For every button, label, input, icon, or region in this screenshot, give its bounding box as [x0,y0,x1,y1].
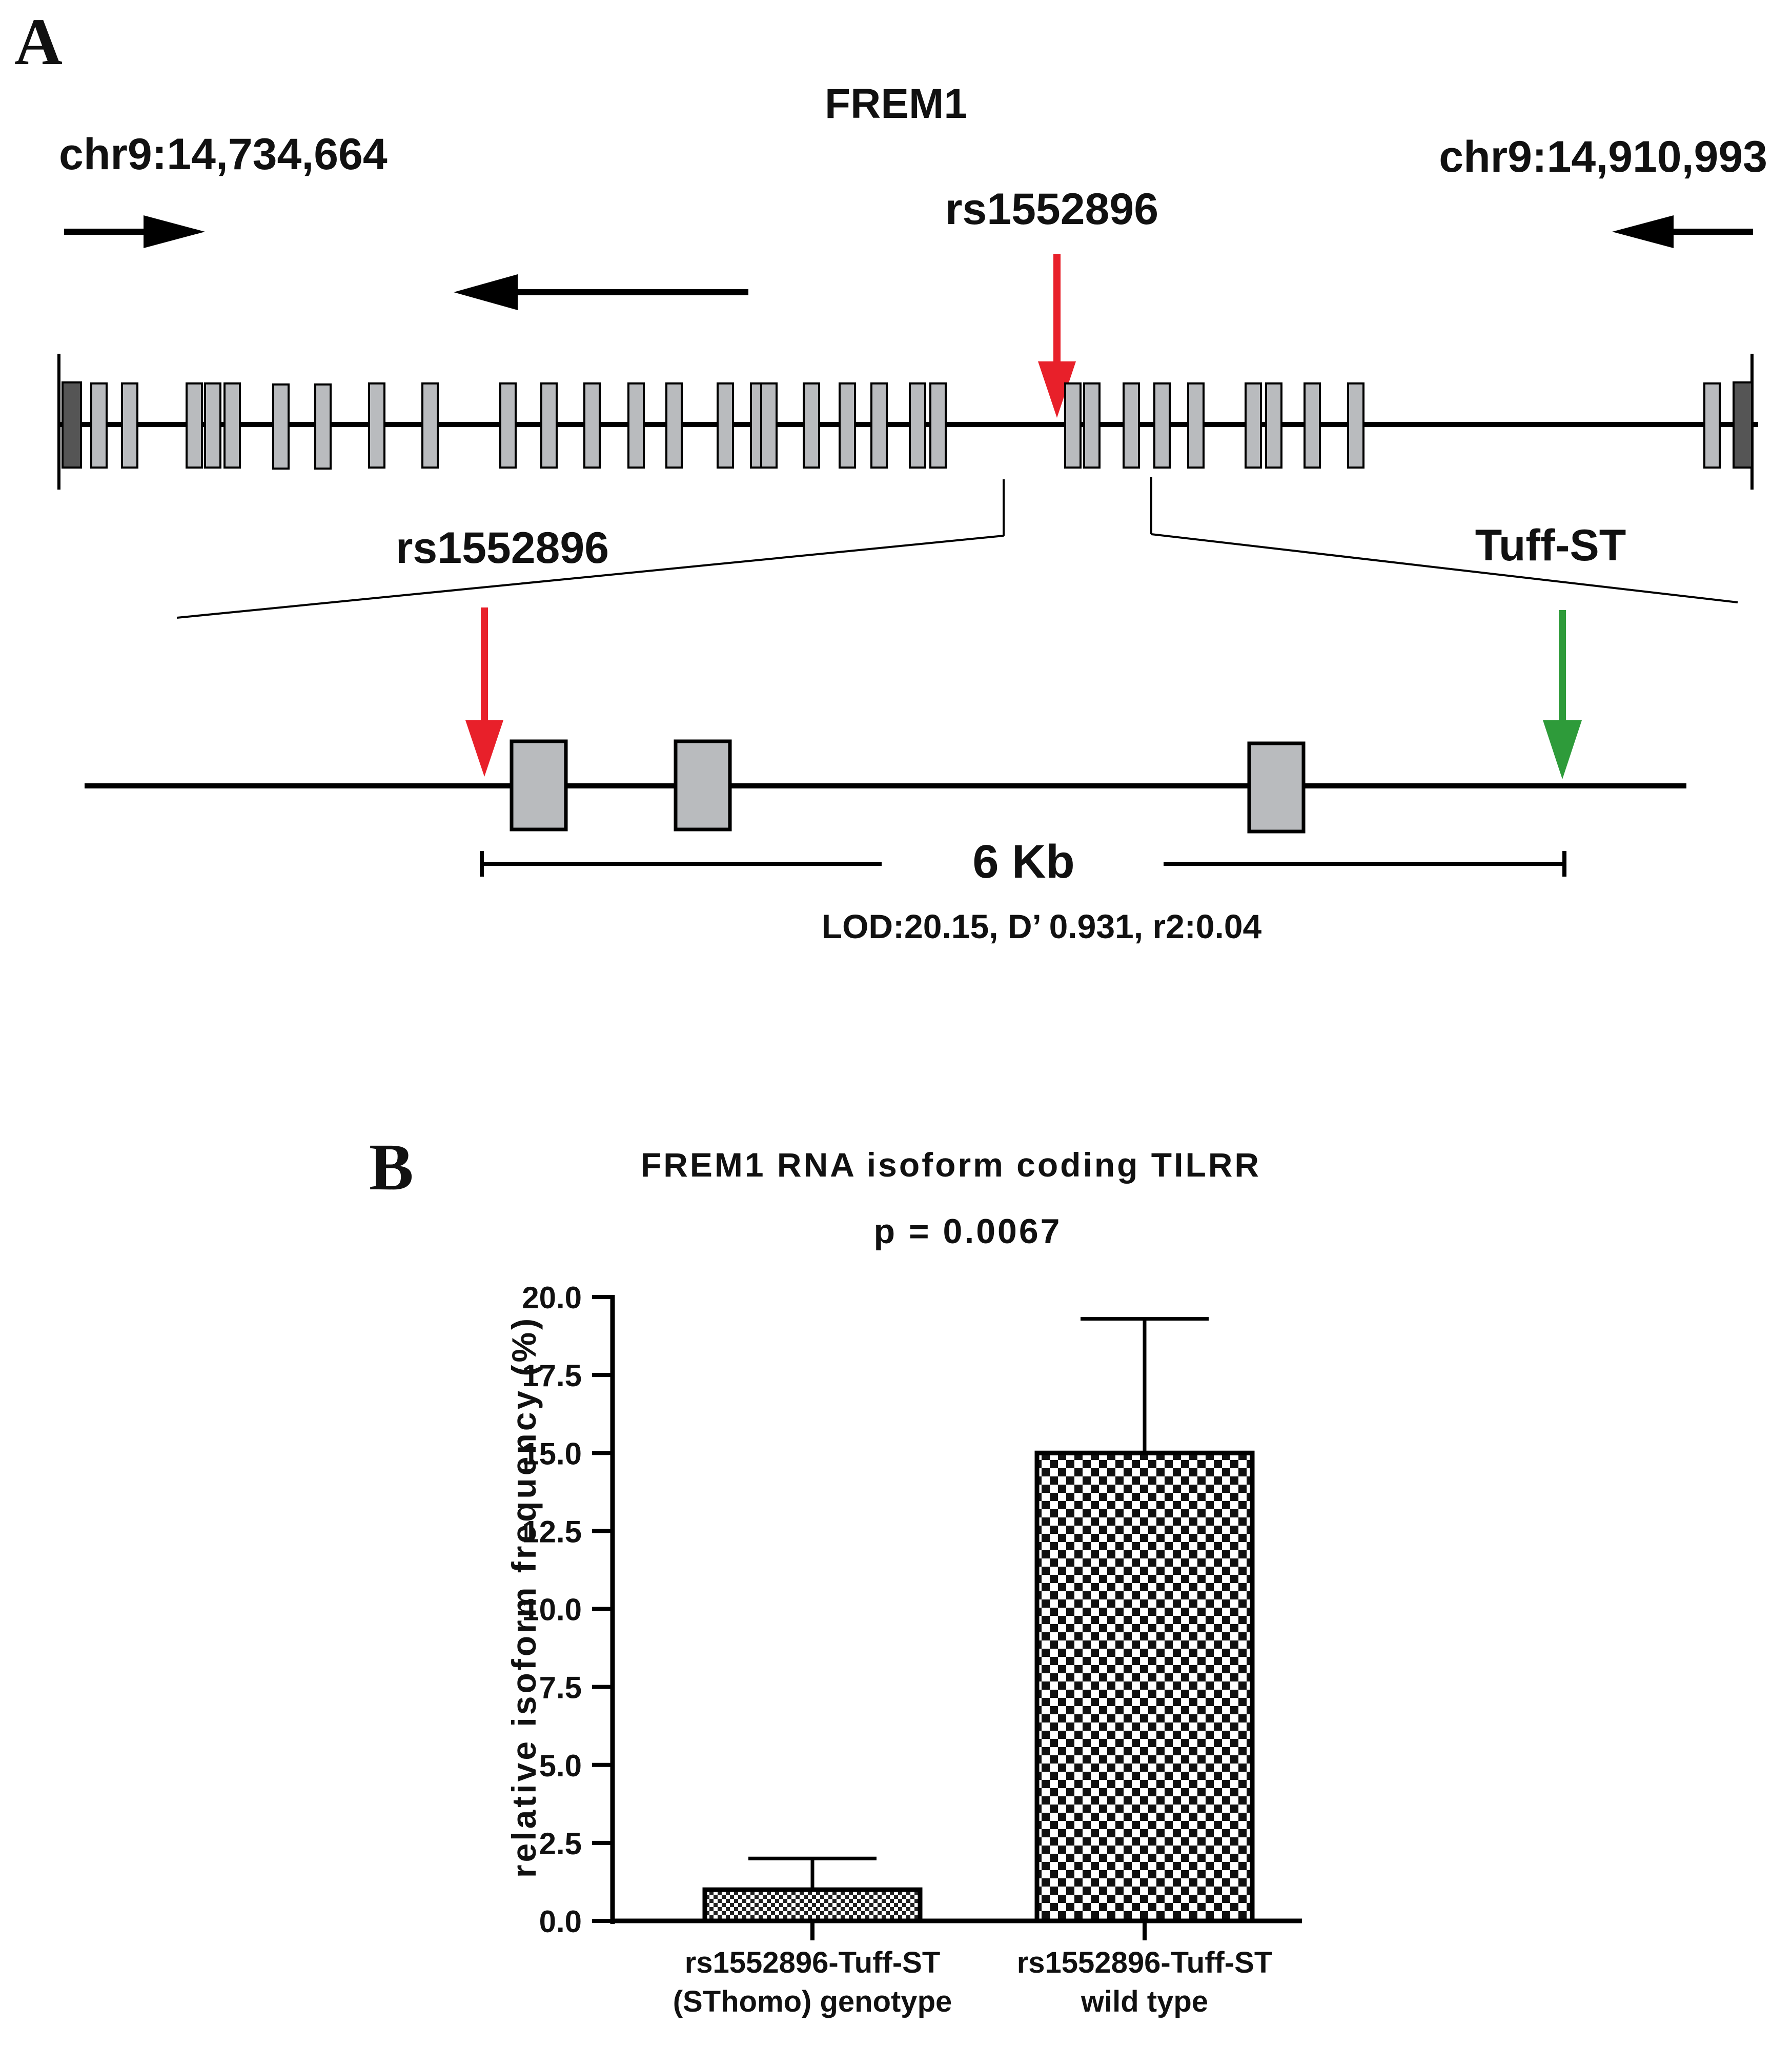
exon [627,382,645,469]
arrow-right-icon [64,215,205,248]
exon [760,382,778,469]
coord-right-label: chr9:14,910,993 [1439,132,1767,181]
snp-zoom-arrow-icon [465,607,503,777]
y-tick-label: 0.0 [539,1904,582,1939]
bar-chart: 0.0 2.5 5.0 7.5 10.0 12.5 15.0 17.5 20.0 rs155289… [522,1281,1302,2018]
zoom-exon [674,739,732,832]
y-tick-label: 2.5 [539,1827,582,1861]
utr-exon [1733,381,1753,469]
exon [204,382,221,469]
snp-zoom-label: rs1552896 [396,523,609,573]
x-tick-label: wild type [1081,1985,1208,2018]
exon [665,382,683,469]
y-tick-label: 15.0 [522,1436,582,1471]
exon [1153,382,1171,469]
chart-title: FREM1 RNA isoform coding TILRR [641,1146,1261,1184]
y-tick-label: 10.0 [522,1593,582,1627]
exon [1064,382,1082,469]
exon [839,382,856,469]
panel-a: A FREM1 chr9:14,734,664 chr9:14,910,993 … [14,5,1767,945]
y-tick-label: 17.5 [522,1359,582,1393]
gene-title: FREM1 [825,80,967,127]
x-tick-label: rs1552896-Tuff-ST [685,1946,941,1979]
arrow-left-icon [454,274,748,310]
scale-label: 6 Kb [972,836,1074,888]
zoom-connector-right-diag [1151,533,1738,603]
y-tick-label: 5.0 [539,1749,582,1783]
tuff-label: Tuff-ST [1475,521,1626,570]
exon [803,382,820,469]
exon [121,382,138,469]
exon [1123,382,1140,469]
arrow-left-small-icon [1612,215,1753,248]
exon [929,382,947,469]
exon [540,382,558,469]
exon [223,382,241,469]
exon [1703,382,1721,469]
bar [1034,1450,1255,1923]
zoom-exon [510,739,568,832]
exon [499,382,517,469]
exon [909,382,926,469]
scale-bar [480,851,1566,877]
utr-exon [62,381,82,469]
exon [870,382,888,469]
ld-stats-label: LOD:20.15, D’ 0.931, r2:0.04 [822,907,1262,945]
exon [1347,382,1365,469]
exon [1083,382,1101,469]
zoom-exon [1247,741,1306,834]
bar [702,1887,923,1923]
exon [583,382,601,469]
exon [186,382,203,469]
chart-subtitle: p = 0.0067 [873,1212,1062,1251]
exon [1187,382,1205,469]
tuff-arrow-icon [1543,610,1582,779]
panel-b: B FREM1 RNA isoform coding TILRR p = 0.0… [369,1130,1302,2018]
y-tick-label: 12.5 [522,1514,582,1549]
panel-a-letter: A [14,5,63,79]
x-tick-label: rs1552896-Tuff-ST [1017,1946,1273,1979]
exon [717,382,734,469]
snp-arrow-icon [1038,254,1076,418]
exon [90,382,108,469]
exon [1265,382,1282,469]
exon [314,383,332,470]
exon [1245,382,1262,469]
gene-structure [57,354,1758,490]
coord-left-label: chr9:14,734,664 [59,130,388,179]
snp-top-label: rs1552896 [945,185,1158,234]
exon [272,383,290,470]
panel-b-letter: B [369,1130,414,1204]
exon [1304,382,1321,469]
y-tick-label: 7.5 [539,1671,582,1705]
y-tick-label: 20.0 [522,1281,582,1315]
zoom-connector-left-diag [176,535,1004,619]
y-axis-label: relative isoform frequency (%) [505,1316,543,1878]
x-tick-label: (SThomo) genotype [673,1985,952,2018]
exon [421,382,439,469]
exon [368,382,385,469]
